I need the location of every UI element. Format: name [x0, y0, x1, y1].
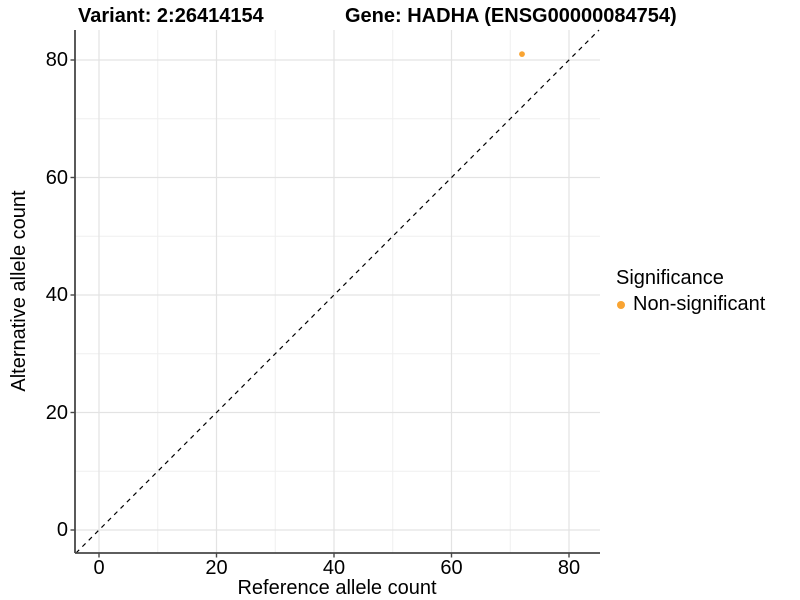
- x-axis-title: Reference allele count: [237, 577, 437, 599]
- identity-dashed-line: [75, 29, 600, 554]
- y-tick-label: 80: [45, 49, 68, 71]
- variant-title: Variant: 2:26414154: [78, 5, 264, 27]
- gene-title: Gene: HADHA (ENSG00000084754): [345, 5, 677, 27]
- y-tick-label: 40: [45, 284, 68, 306]
- legend-entry-label: Non-significant: [633, 293, 766, 315]
- x-tick-label: 40: [322, 557, 346, 579]
- legend-entry: Non-significant: [616, 292, 765, 317]
- legend-entries: Non-significant: [616, 292, 765, 317]
- x-tick-label: 60: [440, 557, 463, 579]
- y-tick-label: 20: [45, 401, 68, 424]
- y-tick-label: 0: [56, 519, 68, 541]
- y-tick-label: 60: [45, 166, 68, 189]
- x-tick-label: 20: [205, 557, 228, 579]
- x-tick-label: 0: [93, 557, 105, 579]
- x-tick-label: 80: [557, 557, 581, 579]
- legend: Significance Non-significant: [616, 266, 765, 317]
- data-point: [519, 51, 525, 58]
- legend-title: Significance: [616, 267, 724, 289]
- legend-key-dot-icon: [617, 300, 625, 309]
